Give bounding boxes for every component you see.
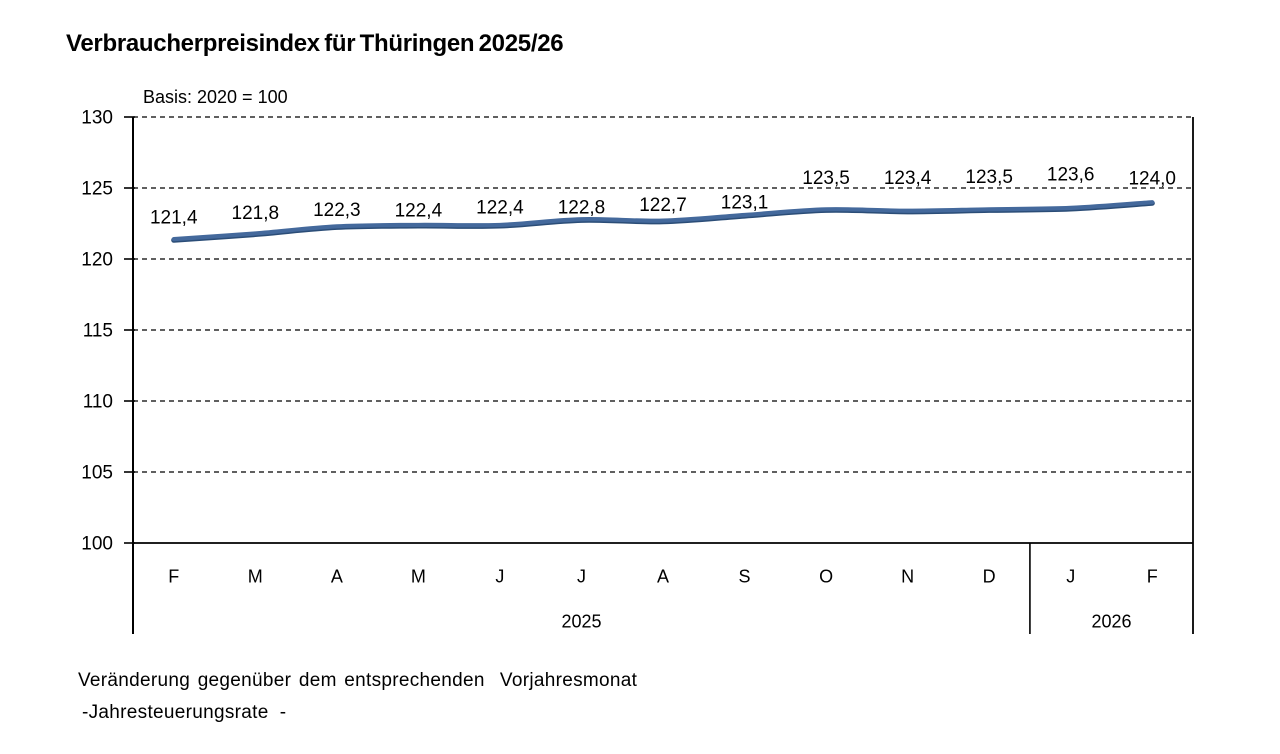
y-axis-tick-label: 120	[81, 250, 113, 271]
footnote-line-2: -Jahresteuerungsrate -	[82, 702, 287, 723]
x-axis-month-label: M	[411, 567, 426, 587]
y-axis-tick-label: 100	[81, 534, 113, 555]
data-point-label: 122,4	[476, 197, 524, 218]
y-axis-tick-label: 125	[81, 179, 113, 200]
x-axis-month-label: F	[1147, 567, 1158, 587]
data-point-label: 122,8	[558, 198, 606, 219]
x-axis-month-label: S	[739, 567, 751, 587]
x-axis-month-label: A	[657, 567, 669, 587]
data-point-label: 122,4	[395, 200, 443, 221]
y-axis-tick-label: 105	[81, 463, 113, 484]
data-point-label: 121,8	[232, 203, 280, 224]
data-point-label: 123,4	[884, 168, 932, 189]
x-axis-month-label: F	[168, 567, 179, 587]
x-axis-month-label: D	[983, 567, 996, 587]
x-axis-month-label: M	[248, 567, 263, 587]
chart-subtitle: Basis: 2020 = 100	[143, 87, 288, 107]
x-axis-month-label: O	[819, 567, 833, 587]
data-point-label: 121,4	[150, 208, 198, 229]
data-point-label: 122,7	[639, 195, 687, 216]
data-point-label: 123,6	[1047, 164, 1095, 185]
y-axis-tick-label: 110	[83, 392, 113, 413]
x-axis-month-label: J	[1066, 567, 1075, 587]
data-point-label: 124,0	[1128, 169, 1176, 190]
data-point-label: 123,5	[802, 168, 850, 189]
data-point-label: 123,5	[965, 167, 1013, 188]
x-axis-month-label: A	[331, 567, 343, 587]
data-point-label: 122,3	[313, 200, 361, 221]
x-axis-month-label: J	[495, 567, 504, 587]
data-point-label: 123,1	[721, 192, 769, 213]
x-axis-month-label: J	[577, 567, 586, 587]
chart-title: Verbraucherpreisindex für Thüringen 2025…	[66, 30, 564, 57]
x-axis-month-label: N	[901, 567, 914, 587]
y-axis-tick-label: 115	[83, 321, 113, 342]
x-axis-year-label: 2026	[1091, 612, 1131, 632]
y-axis-tick-label: 130	[81, 108, 113, 129]
x-axis-year-label: 2025	[561, 612, 601, 632]
footnote-line-1: Veränderung gegenüber dem entsprechenden…	[78, 670, 638, 691]
series-line	[171, 200, 1155, 242]
